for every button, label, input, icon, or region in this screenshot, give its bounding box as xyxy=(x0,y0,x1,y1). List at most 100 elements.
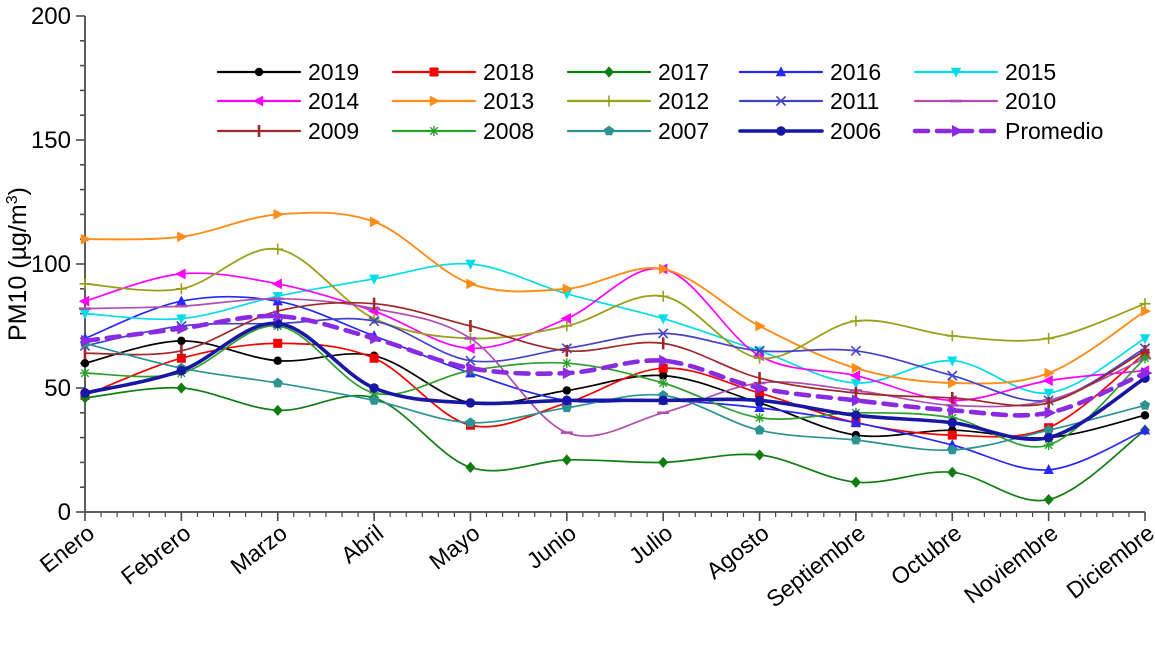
marker-2019 xyxy=(658,371,668,380)
legend-item-2007: 2007 xyxy=(566,118,709,144)
marker-2015 xyxy=(850,378,862,389)
legend-item-2018: 2018 xyxy=(391,59,534,85)
legend-item-2008: 2008 xyxy=(391,118,534,144)
legend-label-2009: 2009 xyxy=(308,118,359,144)
legend-marker-2018 xyxy=(429,67,439,77)
marker-2008 xyxy=(658,378,669,389)
legend-item-2010: 2010 xyxy=(913,88,1056,114)
legend-item-2006: 2006 xyxy=(738,118,881,144)
marker-2015 xyxy=(657,314,669,325)
legend-marker-2014 xyxy=(252,95,264,107)
marker-2007 xyxy=(754,424,765,435)
legend-marker-2008 xyxy=(429,126,439,136)
marker-2015 xyxy=(79,309,91,320)
legend-marker-Promedio xyxy=(952,125,964,137)
x-tick-label: Noviembre xyxy=(959,519,1063,608)
y-tick-label: 150 xyxy=(31,127,71,154)
marker-2006 xyxy=(754,395,765,406)
marker-2016 xyxy=(176,295,187,306)
marker-2014 xyxy=(464,342,475,354)
x-tick-label: Diciembre xyxy=(1061,519,1155,603)
marker-2014 xyxy=(271,278,282,290)
marker-2019 xyxy=(273,356,282,365)
legend-marker-2006 xyxy=(776,126,786,136)
marker-2007 xyxy=(561,402,572,413)
x-tick-label: Junio xyxy=(522,519,581,573)
legend-item-2015: 2015 xyxy=(913,59,1056,85)
marker-2013 xyxy=(369,216,381,228)
marker-2015 xyxy=(272,292,283,303)
series-line-2019 xyxy=(84,340,1146,439)
legend-item-2011: 2011 xyxy=(738,88,879,114)
legend-item-2016: 2016 xyxy=(738,59,881,85)
series-2017 xyxy=(80,382,1150,506)
series-line-2015 xyxy=(84,262,1146,394)
x-tick-label: Octubre xyxy=(886,519,966,590)
legend-label-2019: 2019 xyxy=(308,59,359,85)
marker-2013 xyxy=(177,231,188,243)
marker-2013 xyxy=(1140,305,1152,317)
series-2010 xyxy=(79,297,1151,437)
marker-Promedio xyxy=(81,334,93,347)
marker-Promedio xyxy=(948,404,960,417)
series-2016 xyxy=(79,295,1151,475)
marker-2011 xyxy=(368,315,380,327)
marker-2012 xyxy=(850,315,862,327)
legend-label-2016: 2016 xyxy=(830,59,881,85)
series-Promedio xyxy=(81,310,1153,419)
marker-2008 xyxy=(80,368,90,379)
marker-2006 xyxy=(851,410,861,421)
y-axis-title: PM10 (µg/m3) xyxy=(4,187,32,341)
x-tick-label: Enero xyxy=(35,519,99,577)
legend-marker-2019 xyxy=(254,67,264,77)
marker-2012 xyxy=(368,313,380,325)
marker-2016 xyxy=(1043,464,1054,475)
x-tick-label: Julio xyxy=(624,519,677,569)
marker-2014 xyxy=(849,370,861,381)
marker-2006 xyxy=(80,388,90,398)
series-line-2012 xyxy=(84,247,1146,360)
marker-2011 xyxy=(754,345,765,356)
y-tick-label: 50 xyxy=(44,375,71,402)
marker-2006 xyxy=(562,395,572,406)
marker-2007 xyxy=(465,417,476,428)
marker-2012 xyxy=(79,278,91,290)
marker-2015 xyxy=(947,356,958,367)
marker-2007 xyxy=(947,444,958,455)
marker-2012 xyxy=(1139,298,1151,310)
marker-Promedio xyxy=(370,332,382,345)
marker-2012 xyxy=(754,352,766,364)
marker-2017 xyxy=(658,456,669,468)
legend-label-2007: 2007 xyxy=(658,118,709,144)
x-tick-label: Mayo xyxy=(424,519,484,574)
legend-label-2017: 2017 xyxy=(658,59,709,85)
series-line-2006 xyxy=(83,321,1147,442)
marker-2016 xyxy=(1139,424,1151,435)
marker-2016 xyxy=(850,416,862,427)
series-line-2013 xyxy=(84,211,1146,385)
legend-label-2010: 2010 xyxy=(1005,88,1056,114)
marker-2012 xyxy=(1043,332,1055,344)
marker-2019 xyxy=(562,386,572,395)
marker-2017 xyxy=(561,454,572,466)
marker-2006 xyxy=(658,395,668,406)
legend-item-2017: 2017 xyxy=(566,59,709,85)
marker-2008 xyxy=(561,358,572,369)
marker-2018 xyxy=(947,430,957,440)
marker-2007 xyxy=(1139,399,1151,410)
marker-2017 xyxy=(850,476,861,488)
legend-label-2013: 2013 xyxy=(483,88,534,114)
marker-Promedio xyxy=(1044,406,1057,419)
x-tick-label: Abril xyxy=(336,519,388,568)
marker-2012 xyxy=(175,283,187,295)
marker-Promedio xyxy=(1141,367,1153,380)
marker-2014 xyxy=(1042,375,1053,386)
legend-item-2009: 2009 xyxy=(216,118,359,144)
marker-2018 xyxy=(755,388,765,398)
marker-Promedio xyxy=(659,354,671,367)
marker-2012 xyxy=(946,330,958,342)
marker-2013 xyxy=(80,233,92,245)
marker-2017 xyxy=(754,449,765,461)
marker-2015 xyxy=(465,259,476,270)
